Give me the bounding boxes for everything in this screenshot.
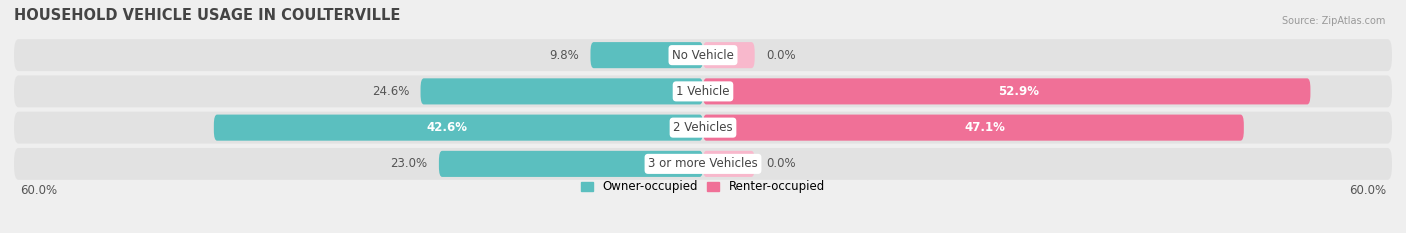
- Text: 23.0%: 23.0%: [391, 157, 427, 170]
- Legend: Owner-occupied, Renter-occupied: Owner-occupied, Renter-occupied: [576, 176, 830, 198]
- FancyBboxPatch shape: [439, 151, 703, 177]
- Text: No Vehicle: No Vehicle: [672, 49, 734, 62]
- FancyBboxPatch shape: [14, 75, 1392, 107]
- FancyBboxPatch shape: [703, 151, 755, 177]
- Text: 2 Vehicles: 2 Vehicles: [673, 121, 733, 134]
- FancyBboxPatch shape: [703, 115, 1244, 141]
- Text: 52.9%: 52.9%: [998, 85, 1039, 98]
- FancyBboxPatch shape: [14, 39, 1392, 71]
- FancyBboxPatch shape: [14, 148, 1392, 180]
- FancyBboxPatch shape: [703, 78, 1310, 104]
- Text: 3 or more Vehicles: 3 or more Vehicles: [648, 157, 758, 170]
- FancyBboxPatch shape: [703, 42, 755, 68]
- FancyBboxPatch shape: [591, 42, 703, 68]
- Text: 42.6%: 42.6%: [426, 121, 467, 134]
- Text: 1 Vehicle: 1 Vehicle: [676, 85, 730, 98]
- Text: 60.0%: 60.0%: [1350, 184, 1386, 197]
- FancyBboxPatch shape: [14, 112, 1392, 144]
- Text: 0.0%: 0.0%: [766, 49, 796, 62]
- FancyBboxPatch shape: [214, 115, 703, 141]
- Text: 0.0%: 0.0%: [766, 157, 796, 170]
- Text: 47.1%: 47.1%: [965, 121, 1005, 134]
- Text: 60.0%: 60.0%: [20, 184, 56, 197]
- Text: 24.6%: 24.6%: [371, 85, 409, 98]
- FancyBboxPatch shape: [420, 78, 703, 104]
- Text: 9.8%: 9.8%: [550, 49, 579, 62]
- Text: HOUSEHOLD VEHICLE USAGE IN COULTERVILLE: HOUSEHOLD VEHICLE USAGE IN COULTERVILLE: [14, 8, 401, 23]
- Text: Source: ZipAtlas.com: Source: ZipAtlas.com: [1281, 16, 1385, 26]
